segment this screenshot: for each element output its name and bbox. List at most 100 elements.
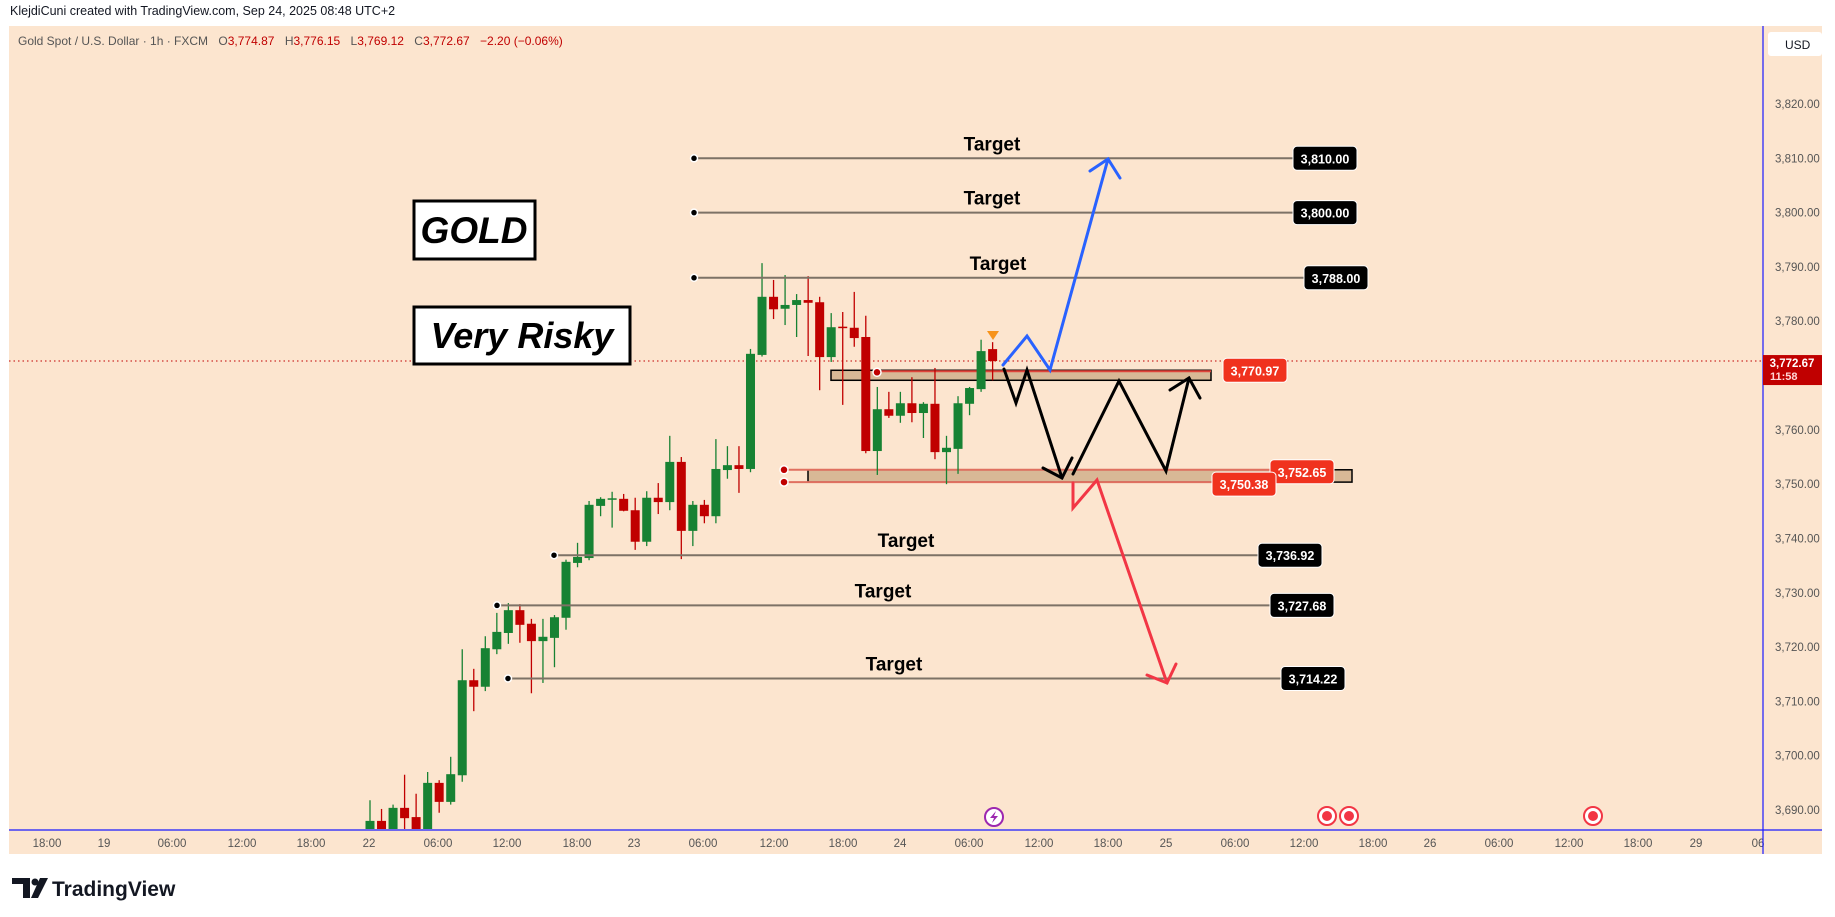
time-tick-label: 06 — [1752, 838, 1765, 850]
candle-body — [549, 617, 559, 638]
symbol-legend: Gold Spot / U.S. Dollar · 1h · FXCM O 3,7… — [18, 34, 563, 48]
candle-body — [607, 498, 617, 500]
resistance-anchor-dot[interactable] — [872, 367, 882, 378]
candle-body — [492, 631, 502, 650]
target-anchor-dot[interactable] — [492, 601, 502, 610]
chart-background — [9, 26, 1822, 854]
target-price-badge — [1292, 145, 1358, 171]
high-label: H — [284, 34, 294, 48]
target-price-value: 3,727.68 — [1278, 599, 1327, 613]
candle-body — [722, 465, 732, 471]
candle-body — [757, 296, 767, 355]
candle-body — [942, 447, 951, 453]
tradingview-logo-text: TradingView — [52, 878, 176, 901]
price-tick-label: 3,780.00 — [1775, 316, 1820, 328]
bearish-arrowhead-icon — [1145, 662, 1178, 685]
time-tick-label: 23 — [628, 838, 641, 850]
target-label: Target — [855, 581, 912, 602]
time-tick-label: 18:00 — [563, 838, 592, 850]
time-axis[interactable]: 18:00 19 06:00 12:00 18:00 22 06:00 12:00 18:00 2… — [33, 838, 1765, 850]
support-top-anchor-dot[interactable] — [779, 465, 789, 475]
candle-body — [849, 327, 859, 339]
price-tick-label: 3,800.00 — [1775, 208, 1820, 220]
price-tick-label: 3,740.00 — [1775, 533, 1820, 545]
gold-label: GOLD — [421, 210, 528, 251]
target-anchor-dot[interactable] — [689, 154, 699, 163]
price-axis[interactable]: 3,820.00 3,810.00 3,800.00 3,790.00 3,780.00… — [1775, 99, 1820, 817]
us-event-flag-icon[interactable] — [1317, 806, 1337, 826]
open-label: O — [218, 34, 228, 48]
zone-price-value: 3,750.38 — [1220, 478, 1269, 492]
high-value: 3,776.15 — [293, 34, 341, 48]
candle-body — [965, 388, 975, 404]
candle-body — [411, 817, 421, 829]
time-tick-label: 18:00 — [1094, 838, 1123, 850]
time-tick-label: 06:00 — [955, 838, 984, 850]
target-label: Target — [866, 654, 923, 675]
bullish-arrowhead-icon — [1088, 156, 1122, 180]
candle-body — [446, 774, 456, 802]
target-price-value: 3,788.00 — [1312, 272, 1361, 286]
candle-body — [711, 468, 721, 517]
us-event-flag-icon[interactable] — [1583, 806, 1603, 826]
time-tick-label: 26 — [1424, 838, 1437, 850]
candle-body — [653, 497, 663, 503]
candle-body — [480, 648, 490, 687]
tradingview-logo[interactable]: TradingView — [12, 878, 176, 901]
candle-body — [988, 349, 998, 362]
candle-body — [619, 498, 629, 511]
candle-body — [642, 497, 652, 542]
target-anchor-dot[interactable] — [503, 674, 513, 683]
currency-label: USD — [1785, 38, 1811, 52]
candle-body — [792, 300, 802, 305]
gold-label-box[interactable]: GOLD — [412, 199, 537, 261]
candle-body — [976, 351, 986, 390]
time-tick-label: 12:00 — [1290, 838, 1319, 850]
candle-body — [803, 300, 813, 303]
candle-body — [895, 403, 905, 416]
signal-triangle-icon — [987, 331, 999, 340]
target-anchor-dot[interactable] — [689, 273, 699, 283]
candle-body — [561, 561, 571, 618]
economic-event-lightning-icon[interactable] — [984, 807, 1004, 827]
target-label: Target — [964, 134, 1021, 155]
scenario-range-arrow[interactable] — [1071, 376, 1191, 476]
candle-body — [469, 680, 479, 687]
very-risky-label: Very Risky — [431, 315, 616, 356]
target-price-badge — [1257, 542, 1323, 568]
target-price-badge — [1280, 665, 1346, 691]
bullish-scenario-arrow[interactable] — [1001, 157, 1110, 374]
current-price-badge: 3,772.67 11:58 — [1763, 355, 1822, 386]
target-price-badge — [1292, 200, 1358, 226]
time-tick-label: 18:00 — [829, 838, 858, 850]
candle-body — [584, 504, 594, 559]
target-label: Target — [964, 189, 1021, 210]
candle-body — [526, 623, 536, 642]
currency-button[interactable] — [1768, 32, 1822, 56]
bearish-scenario-arrow[interactable] — [1071, 477, 1169, 685]
target-anchor-dot[interactable] — [689, 208, 699, 217]
very-risky-label-box[interactable]: Very Risky — [412, 305, 632, 366]
scenario-drop-arrow[interactable] — [1002, 365, 1064, 480]
target-price-badge — [1303, 265, 1369, 291]
time-tick-label: 22 — [363, 838, 376, 850]
candle-body — [503, 610, 513, 633]
time-tick-label: 06:00 — [1221, 838, 1250, 850]
target-anchor-dot[interactable] — [549, 550, 559, 560]
candle-body — [365, 820, 375, 829]
symbol-name[interactable]: Gold Spot / U.S. Dollar · 1h · FXCM — [18, 34, 209, 48]
candle-body — [388, 807, 398, 829]
candle-body — [676, 461, 686, 531]
support-bottom-anchor-dot[interactable] — [779, 477, 789, 487]
us-event-flag-icon[interactable] — [1339, 806, 1359, 826]
candle-body — [688, 504, 698, 531]
candle-body — [745, 353, 755, 469]
zone-price-value: 3,770.97 — [1231, 364, 1280, 378]
current-price-value: 3,772.67 — [1770, 358, 1815, 370]
time-tick-label: 06:00 — [689, 838, 718, 850]
candle-body — [573, 556, 583, 563]
target-price-value: 3,810.00 — [1301, 152, 1350, 166]
price-tick-label: 3,700.00 — [1775, 751, 1820, 763]
candle-body — [918, 403, 928, 414]
